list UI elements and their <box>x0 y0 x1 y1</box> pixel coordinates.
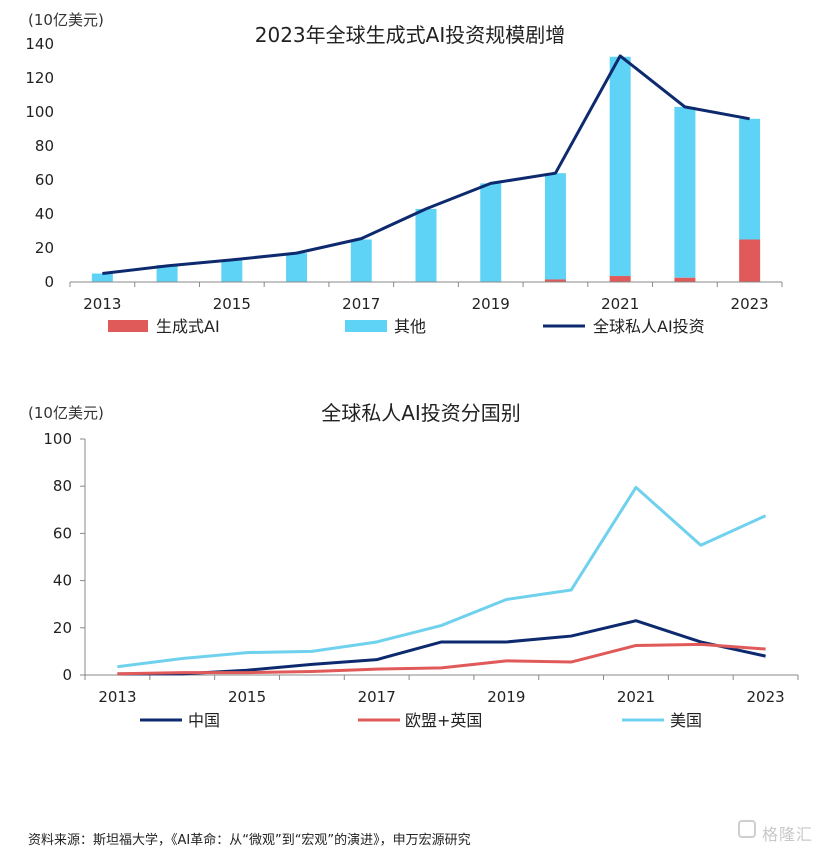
x-tick-label: 2023 <box>746 688 784 706</box>
bar-generative-2020 <box>544 279 566 282</box>
y-tick-label: 100 <box>43 430 72 448</box>
y-tick-label: 20 <box>35 239 54 257</box>
y-tick-label: 20 <box>53 619 72 637</box>
y-tick-label: 0 <box>62 666 72 684</box>
chart-generative-ai-investment: (10亿美元) 2023年全球生成式AI投资规模剧增 0 20 40 60 80 100 120… <box>25 11 783 336</box>
chart-title: 全球私人AI投资分国别 <box>321 401 521 425</box>
x-tick-label: 2017 <box>342 295 380 313</box>
line-eu-uk <box>117 642 766 676</box>
x-tick-label: 2015 <box>228 688 266 706</box>
x-tick-label: 2021 <box>617 688 655 706</box>
line-global-private-ai-investment <box>102 54 750 275</box>
bar-other-2015 <box>221 259 243 282</box>
watermark-text: 格隆汇 <box>762 825 814 844</box>
legend-label-generative: 生成式AI <box>156 317 220 336</box>
x-tick-label: 2013 <box>83 295 121 313</box>
y-tick-label: 60 <box>53 524 72 542</box>
legend-swatch-generative <box>108 320 148 332</box>
watermark-logo-icon <box>738 820 756 838</box>
bar-other-2017 <box>350 239 372 282</box>
bar-other-2023 <box>739 118 761 240</box>
y-unit-label: (10亿美元) <box>28 11 104 29</box>
bar-other-2016 <box>286 253 308 282</box>
bar-generative-2022 <box>674 277 696 282</box>
line-usa <box>117 485 767 669</box>
legend-label-eu-uk: 欧盟+英国 <box>405 711 482 730</box>
y-tick-label: 60 <box>35 171 54 189</box>
bar-other-2020 <box>544 173 566 280</box>
x-tick-label: 2021 <box>601 295 639 313</box>
bar-other-2013 <box>91 273 113 282</box>
source-note: 资料来源：斯坦福大学，《AI革命：从“微观”到“宏观”的演进》，申万宏源研究 <box>28 833 471 848</box>
line-china <box>117 619 766 676</box>
x-tick-label: 2017 <box>358 688 396 706</box>
bar-other-2018 <box>415 208 437 282</box>
y-tick-label: 140 <box>25 35 54 53</box>
bar-generative-2023 <box>739 239 761 282</box>
legend-swatch-other <box>345 320 387 332</box>
chart-investment-by-country: (10亿美元) 全球私人AI投资分国别 0 20 40 60 80 100 2013 2015 20… <box>28 401 799 730</box>
y-unit-label: (10亿美元) <box>28 404 104 422</box>
x-tick-label: 2013 <box>98 688 136 706</box>
bar-other-2019 <box>480 183 502 282</box>
x-tick-label: 2023 <box>731 295 769 313</box>
y-tick-label: 40 <box>35 205 54 223</box>
y-tick-label: 80 <box>53 477 72 495</box>
y-tick-label: 120 <box>25 69 54 87</box>
y-tick-label: 0 <box>44 273 54 291</box>
bar-generative-2021 <box>609 276 631 282</box>
y-tick-label: 100 <box>25 103 54 121</box>
bar-other-2022 <box>674 106 696 278</box>
y-tick-label: 40 <box>53 572 72 590</box>
legend-label-total: 全球私人AI投资 <box>593 317 705 336</box>
legend-label-usa: 美国 <box>670 711 702 730</box>
bar-other-2021 <box>609 56 631 277</box>
x-tick-label: 2015 <box>213 295 251 313</box>
legend-label-china: 中国 <box>188 711 220 730</box>
y-tick-label: 80 <box>35 137 54 155</box>
x-tick-label: 2019 <box>487 688 525 706</box>
legend-label-other: 其他 <box>394 317 426 336</box>
x-tick-label: 2019 <box>472 295 510 313</box>
bar-other-2014 <box>156 265 178 282</box>
watermark: 格隆汇 <box>738 818 830 844</box>
chart-title: 2023年全球生成式AI投资规模剧增 <box>255 23 565 47</box>
